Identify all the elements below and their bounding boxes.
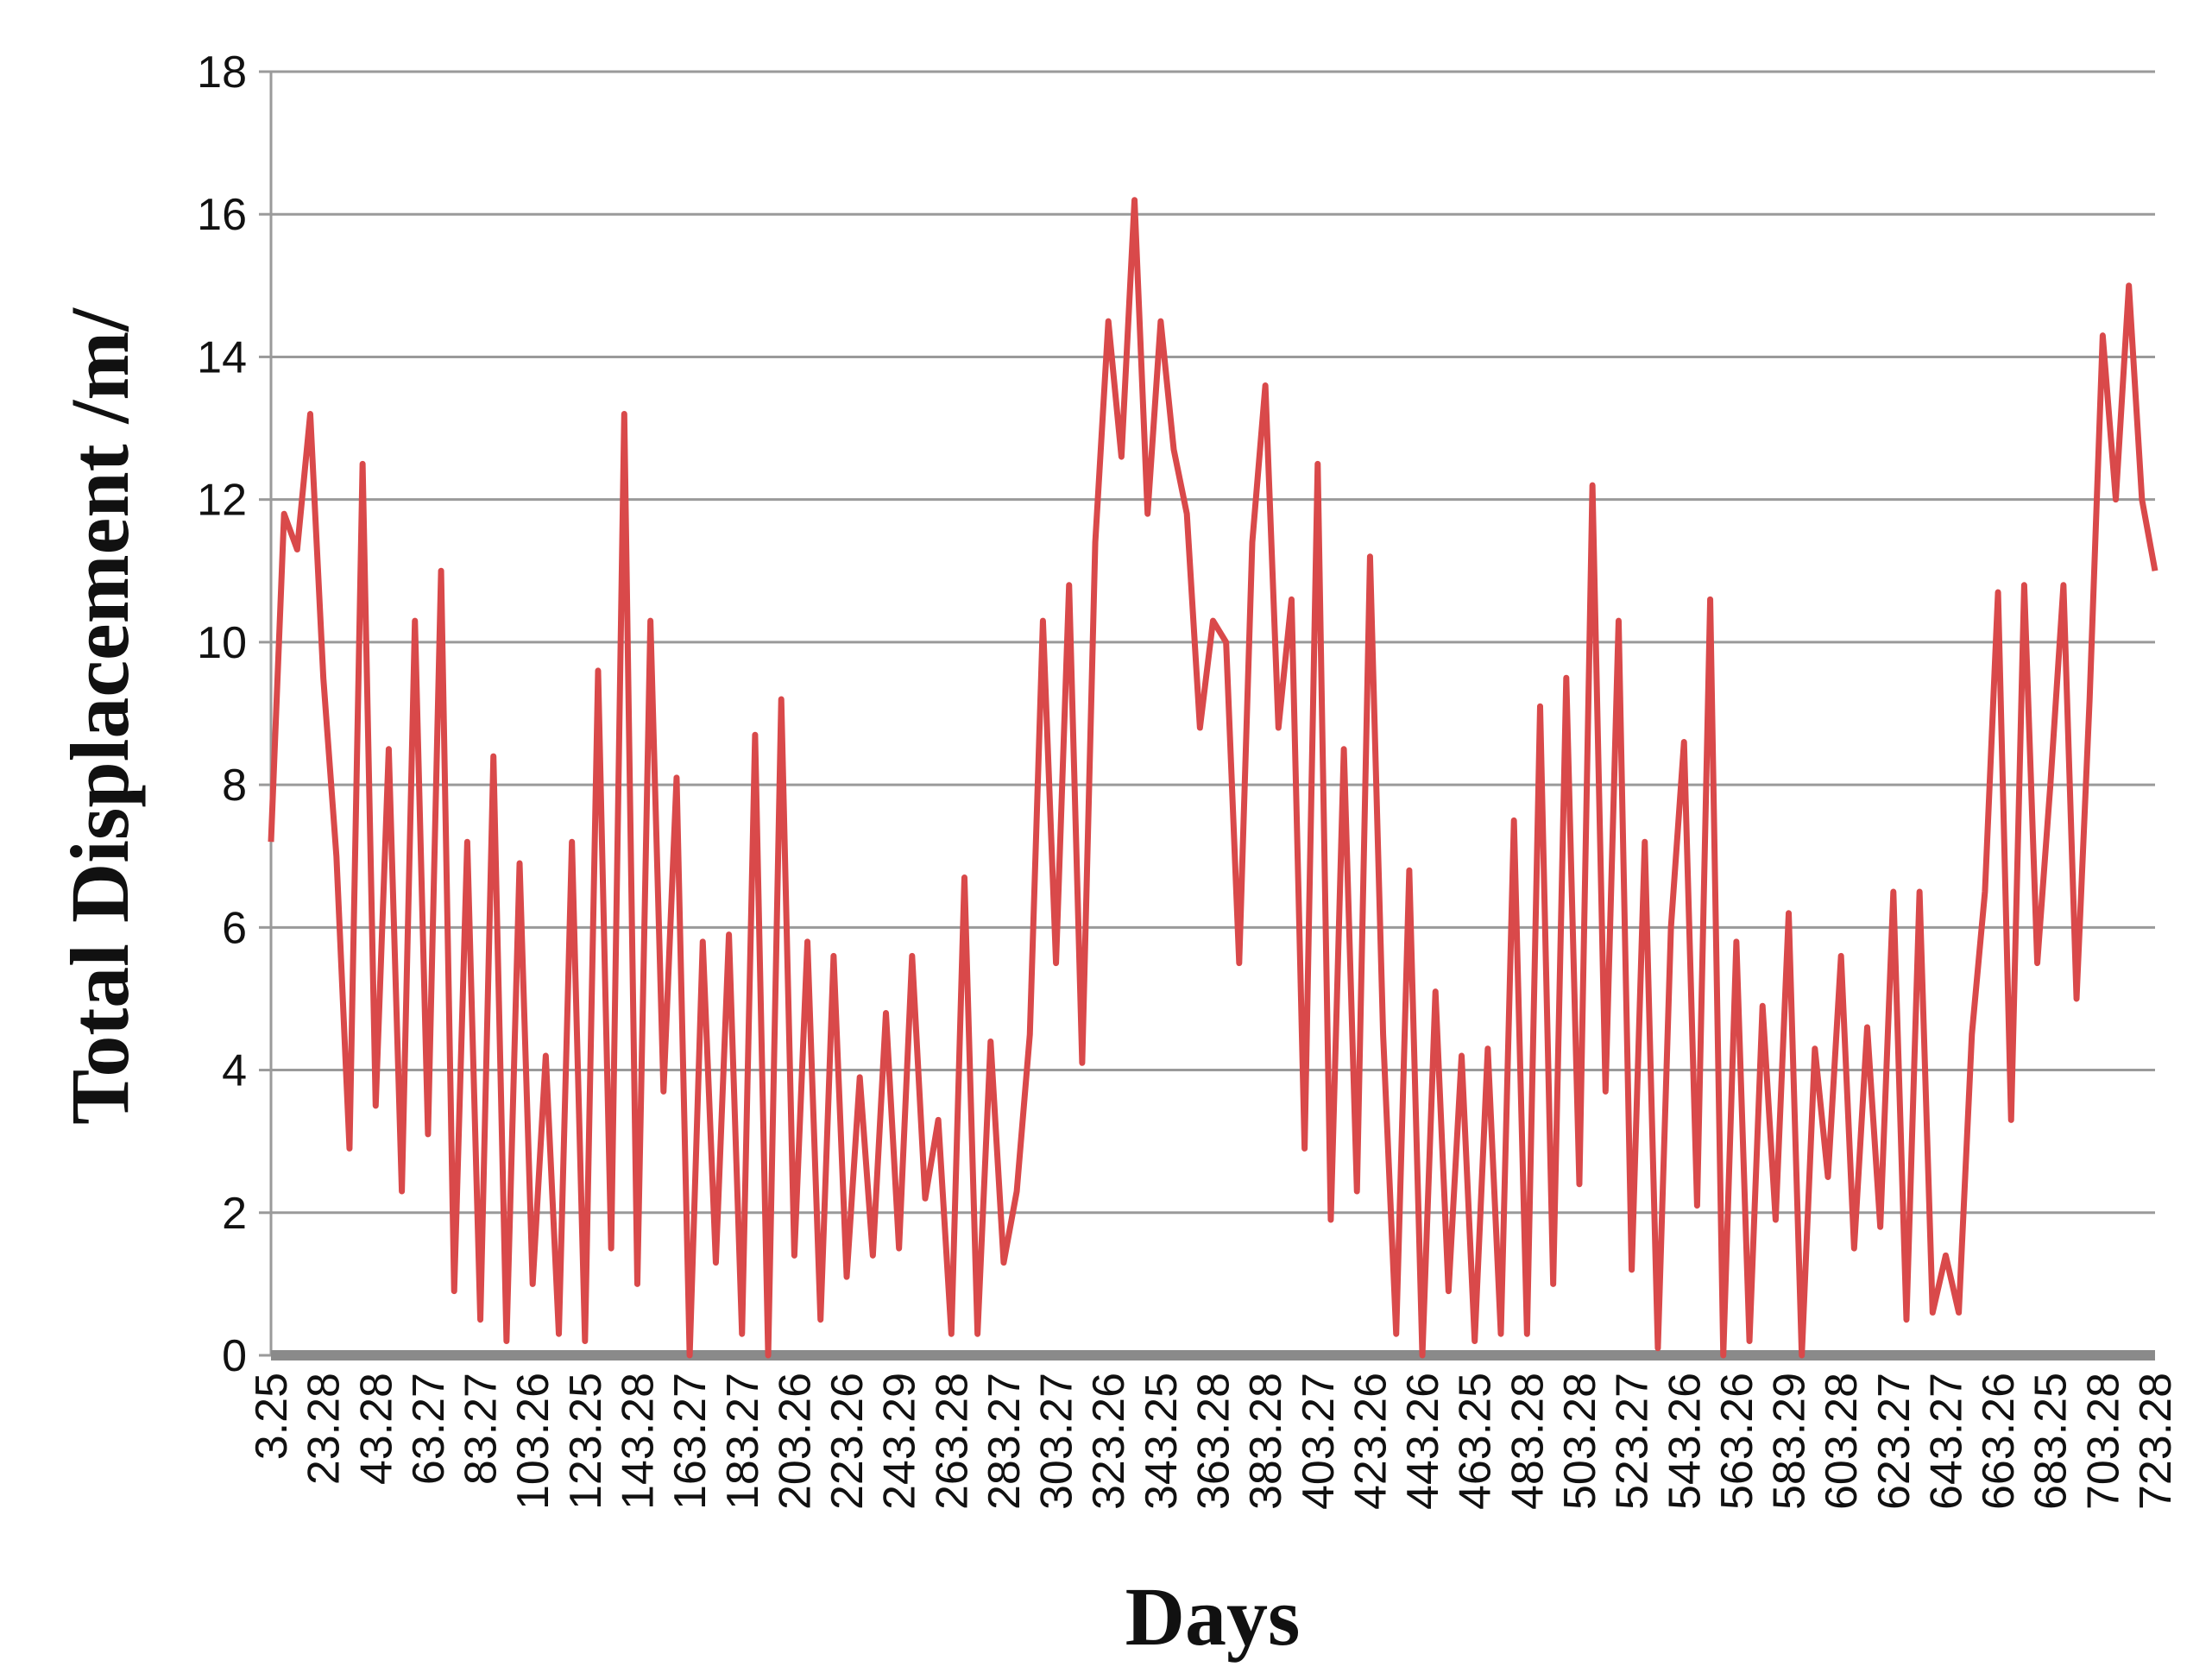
x-tick-label: 583.29 <box>1765 1373 1815 1510</box>
x-tick-label: 363.28 <box>1189 1373 1239 1510</box>
y-tick-label: 2 <box>222 1189 247 1239</box>
y-tick-label: 14 <box>197 332 247 382</box>
y-tick-label: 6 <box>222 903 247 953</box>
x-tick-label: 543.26 <box>1660 1373 1710 1510</box>
y-tick-label: 12 <box>197 476 247 526</box>
x-tick-label: 243.29 <box>875 1373 925 1510</box>
x-tick-label: 303.27 <box>1032 1373 1082 1510</box>
x-tick-label: 43.28 <box>351 1373 401 1485</box>
x-tick-label: 263.28 <box>927 1373 977 1510</box>
y-tick-label: 4 <box>222 1046 247 1096</box>
x-tick-label: 83.27 <box>457 1373 507 1485</box>
x-tick-label: 683.25 <box>2026 1373 2077 1510</box>
x-tick-label: 163.27 <box>665 1373 715 1510</box>
y-tick-label: 10 <box>197 618 247 668</box>
x-tick-label: 603.28 <box>1817 1373 1867 1510</box>
x-tick-label: 383.28 <box>1241 1373 1291 1510</box>
y-tick-label: 8 <box>222 761 247 811</box>
data-line <box>268 197 2158 1359</box>
x-tick-label: 23.28 <box>299 1373 350 1485</box>
x-tick-label: 663.26 <box>1974 1373 2024 1510</box>
x-tick-label: 423.26 <box>1345 1373 1396 1510</box>
x-tick-label: 723.28 <box>2131 1373 2181 1510</box>
x-tick-label: 283.27 <box>980 1373 1030 1510</box>
x-tick-label: 443.26 <box>1398 1373 1448 1510</box>
x-tick-label: 483.28 <box>1503 1373 1553 1510</box>
x-tick-label: 323.26 <box>1084 1373 1134 1510</box>
x-axis-title: Days <box>1125 1570 1301 1663</box>
x-tick-label: 343.25 <box>1137 1373 1187 1510</box>
x-tick-label: 103.26 <box>508 1373 558 1510</box>
x-tick-label: 503.28 <box>1555 1373 1605 1510</box>
x-tick-label: 203.26 <box>770 1373 820 1510</box>
y-axis-title: Total Displacement /m/ <box>54 307 146 1125</box>
x-tick-label: 523.27 <box>1608 1373 1658 1510</box>
x-tick-label: 403.27 <box>1294 1373 1344 1510</box>
x-tick-label: 223.26 <box>822 1373 873 1510</box>
y-tick-label: 18 <box>197 47 247 98</box>
x-tick-label: 623.27 <box>1869 1373 1919 1510</box>
x-tick-label: 183.27 <box>718 1373 768 1510</box>
x-tick-label: 3.25 <box>247 1373 297 1460</box>
x-tick-label: 463.25 <box>1451 1373 1501 1510</box>
x-tick-label: 143.28 <box>613 1373 663 1510</box>
x-tick-label: 563.26 <box>1712 1373 1762 1510</box>
x-tick-label: 703.28 <box>2078 1373 2128 1510</box>
x-tick-label: 643.27 <box>1921 1373 1971 1510</box>
x-tick-label: 123.25 <box>561 1373 611 1510</box>
x-tick-label: 63.27 <box>404 1373 454 1485</box>
y-tick-label: 16 <box>197 190 247 240</box>
y-tick-label: 0 <box>222 1331 247 1381</box>
